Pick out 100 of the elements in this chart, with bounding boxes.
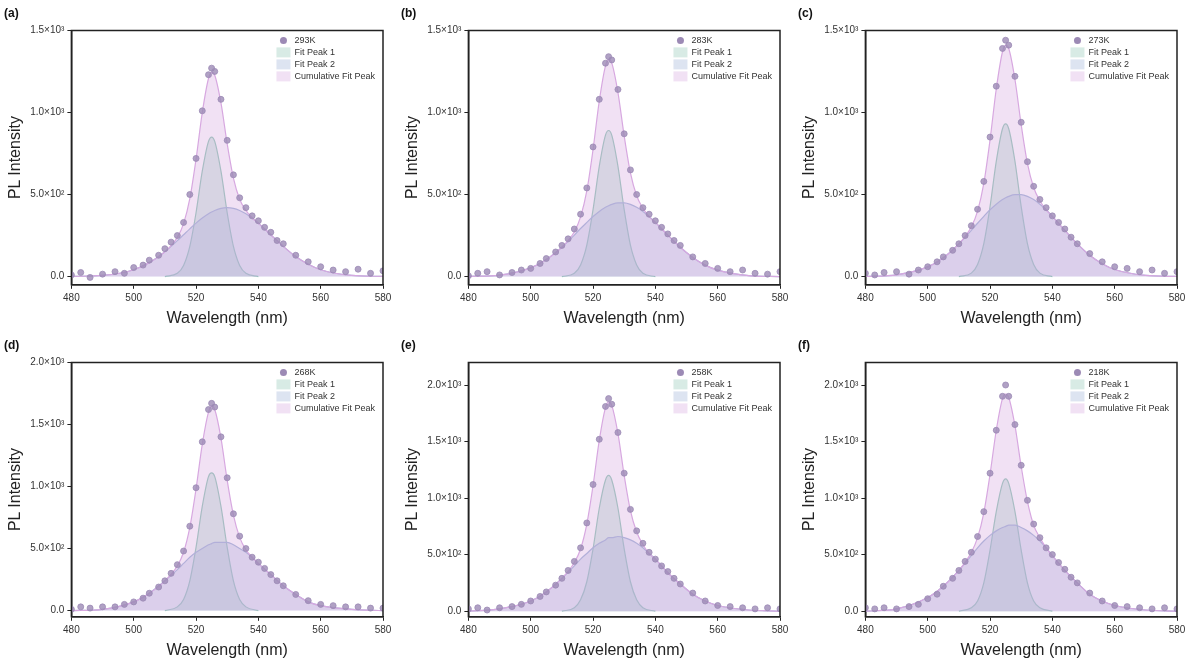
y-tick-label: 5.0×10²: [30, 542, 66, 554]
legend-label: Fit Peak 2: [1088, 58, 1129, 69]
legend-label: Fit Peak 1: [1088, 46, 1129, 57]
legend-label: 293K: [294, 34, 316, 45]
x-tick-label: 520: [981, 291, 999, 303]
y-tick-label: 2.0×10³: [427, 378, 463, 390]
y-tick-label: 0.0: [844, 270, 859, 282]
x-tick-label: 560: [312, 623, 330, 635]
x-tick-label: 480: [857, 623, 875, 635]
x-tick-label: 480: [857, 291, 875, 303]
x-tick-label: 520: [187, 623, 205, 635]
legend-label: Cumulative Fit Peak: [294, 402, 376, 413]
y-tick-label: 2.0×10³: [824, 378, 860, 390]
x-axis-title: Wavelength (nm): [960, 308, 1082, 326]
legend-label: Fit Peak 2: [691, 390, 732, 401]
x-tick-label: 520: [981, 623, 999, 635]
y-tick-label: 1.5×10³: [824, 24, 860, 36]
legend-label: Fit Peak 1: [691, 378, 732, 389]
x-tick-label: 480: [63, 291, 81, 303]
x-tick-label: 560: [312, 291, 330, 303]
y-tick-label: 2.0×10³: [30, 356, 66, 368]
x-tick-label: 500: [125, 291, 143, 303]
x-tick-label: 540: [647, 623, 665, 635]
x-tick-label: 580: [374, 291, 392, 303]
chart-title: (f): [798, 337, 810, 352]
x-tick-label: 500: [919, 623, 937, 635]
legend-label: Fit Peak 1: [294, 46, 335, 57]
y-tick-label: 0.0: [50, 270, 65, 282]
legend-label: Fit Peak 2: [691, 58, 732, 69]
x-tick-label: 520: [584, 623, 602, 635]
legend-label: 273K: [1088, 34, 1110, 45]
y-tick-label: 5.0×10²: [427, 548, 463, 560]
chart-title: (e): [401, 337, 416, 352]
x-tick-label: 500: [919, 291, 937, 303]
x-tick-label: 480: [460, 623, 478, 635]
x-axis-title: Wavelength (nm): [166, 640, 288, 658]
x-tick-label: 500: [125, 623, 143, 635]
y-tick-label: 1.5×10³: [30, 418, 66, 430]
x-tick-label: 560: [1106, 623, 1124, 635]
y-tick-label: 1.0×10³: [30, 106, 66, 118]
y-tick-label: 1.5×10³: [427, 24, 463, 36]
x-tick-label: 540: [250, 623, 268, 635]
x-tick-label: 580: [374, 623, 392, 635]
legend-label: Fit Peak 2: [1088, 390, 1129, 401]
legend-label: 283K: [691, 34, 713, 45]
x-tick-label: 480: [460, 291, 478, 303]
legend-label: Fit Peak 1: [1088, 378, 1129, 389]
y-tick-label: 0.0: [50, 604, 65, 616]
x-tick-label: 580: [771, 291, 789, 303]
y-tick-label: 1.0×10³: [427, 106, 463, 118]
x-tick-label: 520: [584, 291, 602, 303]
legend-label: 218K: [1088, 366, 1110, 377]
y-tick-label: 5.0×10²: [824, 188, 860, 200]
y-axis-title: PL Intensity: [800, 448, 818, 532]
legend-label: Cumulative Fit Peak: [691, 70, 773, 81]
x-tick-label: 580: [771, 623, 789, 635]
x-tick-label: 580: [1168, 291, 1186, 303]
legend-label: Fit Peak 1: [691, 46, 732, 57]
x-axis-title: Wavelength (nm): [563, 640, 685, 658]
y-axis-title: PL Intensity: [6, 448, 24, 532]
legend-label: 258K: [691, 366, 713, 377]
y-tick-label: 5.0×10²: [30, 188, 66, 200]
legend-label: Fit Peak 1: [294, 378, 335, 389]
legend-label: Fit Peak 2: [294, 58, 335, 69]
legend-label: Fit Peak 2: [294, 390, 335, 401]
y-tick-label: 0.0: [447, 270, 462, 282]
y-axis-title: PL Intensity: [6, 116, 24, 200]
legend-label: 268K: [294, 366, 316, 377]
chart-title: (b): [401, 5, 417, 20]
legend-label: Cumulative Fit Peak: [1088, 70, 1170, 81]
chart-title: (d): [4, 337, 20, 352]
y-axis-title: PL Intensity: [403, 116, 421, 200]
chart-title: (a): [4, 5, 19, 20]
x-axis-title: Wavelength (nm): [960, 640, 1082, 658]
y-tick-label: 0.0: [844, 604, 859, 616]
y-axis-title: PL Intensity: [800, 116, 818, 200]
x-tick-label: 560: [1106, 291, 1124, 303]
legend-label: Cumulative Fit Peak: [691, 402, 773, 413]
x-tick-label: 500: [522, 291, 540, 303]
x-tick-label: 540: [647, 291, 665, 303]
y-tick-label: 5.0×10²: [824, 548, 860, 560]
y-axis-title: PL Intensity: [403, 448, 421, 532]
x-tick-label: 560: [709, 291, 727, 303]
legend-label: Cumulative Fit Peak: [294, 70, 376, 81]
legend-label: Cumulative Fit Peak: [1088, 402, 1170, 413]
y-tick-label: 1.5×10³: [427, 435, 463, 447]
y-tick-label: 1.5×10³: [30, 24, 66, 36]
x-tick-label: 540: [250, 291, 268, 303]
x-axis-title: Wavelength (nm): [563, 308, 685, 326]
x-tick-label: 540: [1044, 291, 1062, 303]
y-tick-label: 1.5×10³: [824, 435, 860, 447]
x-tick-label: 560: [709, 623, 727, 635]
y-tick-label: 1.0×10³: [824, 491, 860, 503]
chart-title: (c): [798, 5, 813, 20]
y-tick-label: 1.0×10³: [30, 480, 66, 492]
x-tick-label: 580: [1168, 623, 1186, 635]
y-tick-label: 5.0×10²: [427, 188, 463, 200]
x-tick-label: 520: [187, 291, 205, 303]
y-tick-label: 0.0: [447, 604, 462, 616]
x-tick-label: 480: [63, 623, 81, 635]
